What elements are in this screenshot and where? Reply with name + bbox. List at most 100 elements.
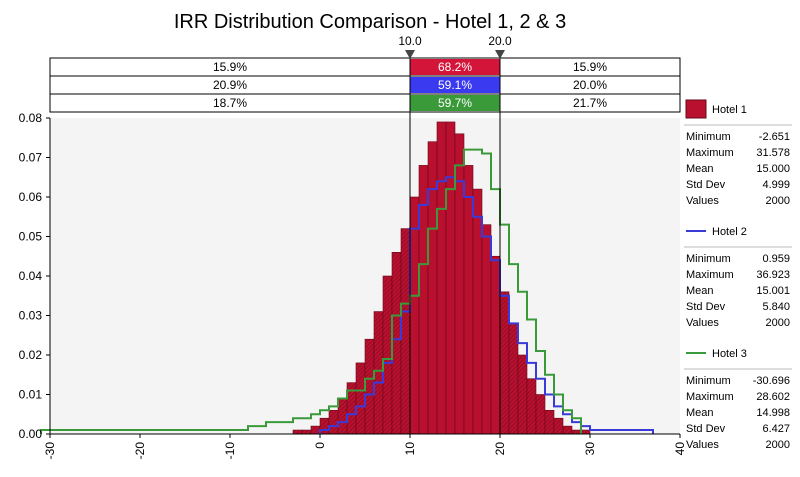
y-tick-label: 0.06 [19,190,43,204]
stat-value: 14.998 [756,407,790,419]
hotel-2-step-line [319,176,654,434]
hotel-1-bar [544,409,555,435]
hotel-1-bar [436,121,447,435]
stat-label: Minimum [686,131,731,143]
hotel-1-bar [301,429,312,435]
hotel-1-bar [355,362,366,435]
x-tick-label: 0 [313,442,327,449]
x-tick-label: 30 [583,442,597,456]
stat-label: Mean [686,285,714,297]
stat-label: Values [686,317,719,329]
hotel-1-bar [517,354,528,435]
hotel-1-bar [490,255,501,435]
hotel-1-bar [562,425,573,435]
y-tick-label: 0.07 [19,151,43,165]
hotel-1-bar [409,196,420,435]
stat-label: Mean [686,407,714,419]
legend-swatch-1 [685,99,707,119]
x-tick-label: -10 [223,442,237,460]
stat-label: Maximum [686,391,734,403]
y-tick-label: 0.04 [19,269,43,283]
hotel-1-bar [310,425,321,435]
hotel-1-bar [400,228,411,435]
delimiter-label-left: 10.0 [398,34,422,48]
band-mid-value: 59.7% [438,96,472,110]
hotel-1-bar [364,338,375,435]
hotel-1-bar [454,133,465,435]
y-tick-label: 0.08 [19,111,43,125]
hotel-1-bar [319,417,330,435]
band-mid-value: 68.2% [438,60,472,74]
stat-value: 15.001 [756,285,790,297]
hotel-1-bar [553,417,564,435]
stat-value: -2.651 [759,131,790,143]
legend-label-1: Hotel 1 [712,104,747,116]
chart-title: IRR Distribution Comparison - Hotel 1, 2… [174,11,566,33]
hotel-1-bar [580,429,591,435]
stat-label: Std Dev [686,179,726,191]
legend-label-3: Hotel 3 [712,348,747,360]
band-right-value: 15.9% [573,60,607,74]
hotel-1-bar [382,275,393,435]
stat-value: 0.959 [762,253,790,265]
band-mid-fill [410,77,500,93]
band-mid-value: 59.1% [438,78,472,92]
band-left-value: 15.9% [213,60,247,74]
delimiter-marker-left [405,50,415,59]
stat-label: Values [686,195,719,207]
hotel-1-bars [292,121,591,435]
x-tick-label: 40 [673,442,687,456]
band-right-value: 20.0% [573,78,607,92]
x-tick-label: 10 [403,442,417,456]
hotel-1-bar [337,398,348,435]
hotel-1-bar [373,311,384,435]
hotel-3-step-line [40,148,582,434]
y-tick-label: 0.02 [19,348,43,362]
stat-label: Std Dev [686,423,726,435]
stat-label: Minimum [686,253,731,265]
stat-value: 36.923 [756,269,790,281]
hotel-1-bar [499,291,510,435]
stat-value: 31.578 [756,147,790,159]
stat-value: 5.840 [762,301,790,313]
y-tick-label: 0.00 [19,427,43,441]
hotel-1-bar [472,188,483,435]
hotel-1-bar [535,394,546,435]
stat-label: Maximum [686,147,734,159]
probability-band-table: 15.9% 68.2% 15.9% 20.9% 59.1% 20.0% 18.7% 59.7%… [49,57,681,113]
delimiter-label-right: 20.0 [488,34,512,48]
hotel-1-bar [481,224,492,435]
stat-label: Values [686,439,719,451]
band-row [49,93,681,113]
stat-label: Minimum [686,375,731,387]
band-mid-fill [410,95,500,111]
stat-value: 15.000 [756,163,790,175]
x-tick-label: -20 [133,442,147,460]
band-left-value: 20.9% [213,78,247,92]
legend-label-2: Hotel 2 [712,226,747,238]
hotel-1-bar [391,252,402,435]
stat-label: Maximum [686,269,734,281]
x-tick-label: 20 [493,442,507,456]
x-tick-label: -30 [43,442,57,460]
y-tick-label: 0.03 [19,309,43,323]
axes: 0.00 0.01 0.02 0.03 0.04 0.05 0.06 0.07 0.08 -30 -… [19,111,687,459]
stat-value: 28.602 [756,391,790,403]
hotel-1-bar [571,429,582,435]
hotel-1-bar [463,165,474,435]
legend-stats-panel: Hotel 1 Minimum -2.651 Maximum 31.578 Mean 15.… [684,99,792,451]
stat-value: 4.999 [762,179,790,191]
band-left-value: 18.7% [213,96,247,110]
band-mid-fill [410,59,500,75]
hotel-1-bar [508,323,519,435]
delimiter-marker-right [495,50,505,59]
step-series-lines [40,148,654,434]
hotel-1-bar [445,121,456,435]
hotel-1-bar [526,378,537,435]
hotel-1-bar [292,429,303,435]
hotel-1-bar [328,409,339,435]
stat-value: 6.427 [762,423,790,435]
stat-value: 2000 [766,439,790,451]
